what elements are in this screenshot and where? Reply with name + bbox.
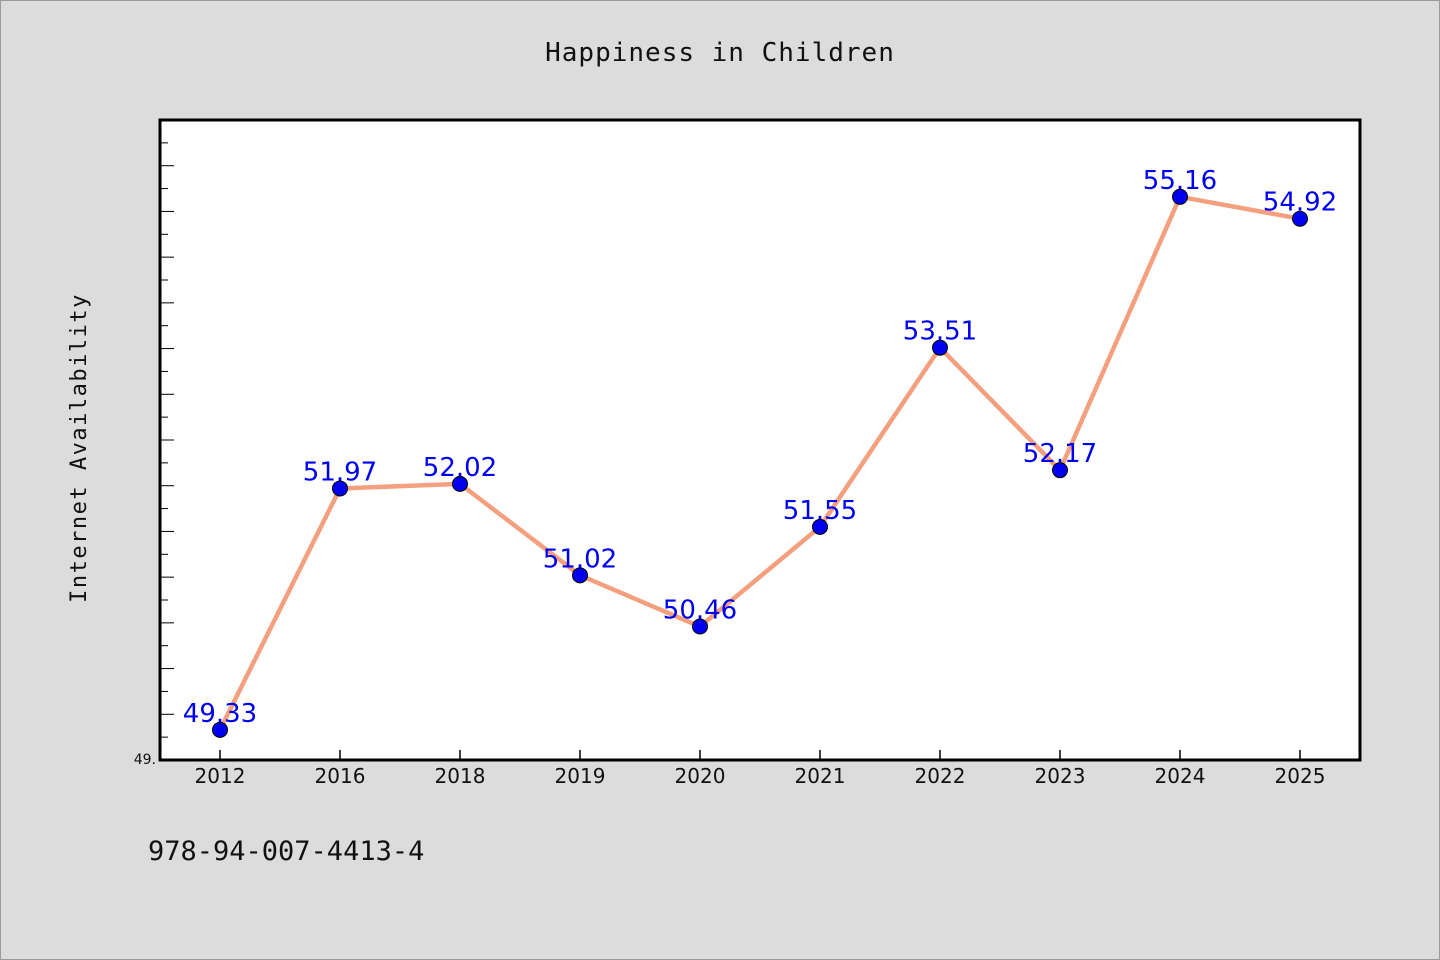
data-label: 51.02 — [543, 544, 617, 574]
x-axis-ticks: 2012 2016 2018 2019 2020 2021 2022 2023 2024 2025 — [195, 750, 1326, 788]
data-label: 50.46 — [663, 596, 737, 626]
data-point — [332, 480, 348, 497]
data-point — [812, 518, 828, 535]
x-tick-label: 2018 — [435, 764, 486, 788]
x-tick-label: 2020 — [675, 764, 726, 788]
data-label: 52.02 — [423, 453, 497, 483]
y-axis-label: Internet Availability — [67, 293, 92, 603]
x-tick-label: 2016 — [315, 764, 366, 788]
data-label: 55.16 — [1143, 166, 1217, 196]
data-label: 51.55 — [783, 496, 857, 526]
x-tick-label: 2023 — [1035, 764, 1086, 788]
x-tick-label: 2022 — [915, 764, 966, 788]
x-tick-label: 2025 — [1275, 764, 1326, 788]
data-point — [452, 475, 468, 492]
data-point — [1292, 210, 1308, 227]
data-point — [692, 618, 708, 635]
x-tick-label: 2021 — [795, 764, 846, 788]
isbn-text: 978-94-007-4413-4 — [148, 836, 425, 867]
data-label: 52.17 — [1023, 439, 1097, 469]
x-tick-label: 2012 — [195, 764, 246, 788]
data-series: 49.33 51.97 52.02 51.02 50.46 51.55 53.51 52.17… — [183, 166, 1337, 738]
data-label: 54.92 — [1263, 188, 1337, 218]
data-label: 49.33 — [183, 699, 257, 729]
data-point — [1052, 462, 1068, 479]
data-point — [1172, 188, 1188, 205]
chart-title: Happiness in Children — [545, 38, 895, 68]
data-point — [212, 721, 228, 738]
y-tick-label: 49. — [134, 752, 156, 768]
x-tick-label: 2024 — [1155, 764, 1206, 788]
data-label: 53.51 — [903, 317, 977, 347]
data-point — [572, 567, 588, 584]
plot-area — [158, 118, 1362, 762]
y-axis-ticks: 49. — [134, 119, 174, 768]
series-line — [217, 194, 1303, 733]
data-point — [932, 339, 948, 356]
x-tick-label: 2019 — [555, 764, 606, 788]
data-label: 51.97 — [303, 457, 377, 487]
